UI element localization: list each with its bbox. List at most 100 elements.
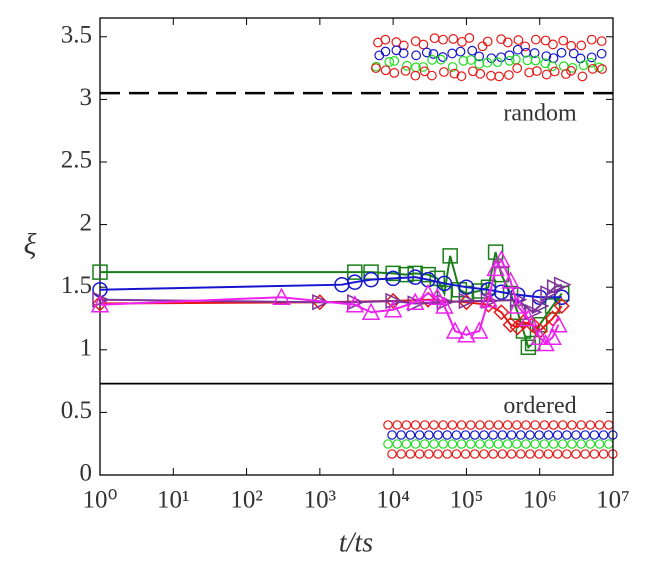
illustration-dot: [427, 54, 438, 65]
illustration-dot: [493, 439, 504, 449]
marker: [501, 271, 520, 289]
marker: [347, 274, 363, 290]
marker: [520, 339, 537, 356]
illustration-dot: [571, 449, 581, 459]
illustration-dot: [447, 420, 458, 430]
y-tick-label: 3: [80, 84, 93, 111]
illustration-dot: [502, 420, 513, 430]
illustration-dot: [512, 63, 523, 74]
illustration-dot: [405, 430, 416, 440]
illustration-dot: [475, 420, 485, 430]
illustration-dot: [568, 48, 579, 59]
illustration-dot: [469, 449, 480, 459]
marker: [90, 295, 110, 313]
reference-label: random: [503, 101, 577, 127]
illustration-dot: [456, 420, 467, 430]
illustration-dot: [510, 54, 521, 65]
illustration-dot: [585, 57, 596, 68]
illustration-dot: [566, 65, 576, 76]
illustration-dot: [513, 35, 524, 45]
marker: [385, 270, 401, 287]
marker: [442, 248, 458, 264]
x-tick-label: 10⁷: [596, 487, 630, 514]
illustration-dot: [384, 56, 395, 67]
illustration-dot: [469, 430, 480, 440]
illustration-dot: [429, 420, 439, 430]
illustration-dot: [465, 439, 476, 449]
illustration-dot: [398, 48, 409, 59]
illustration-dot: [512, 44, 523, 55]
illustration-dot: [419, 420, 430, 430]
illustration-dot: [405, 449, 416, 459]
illustration-dot: [423, 449, 434, 459]
illustration-dot: [530, 439, 540, 449]
illustration-dot: [414, 430, 425, 440]
marker: [549, 315, 568, 333]
illustration-dot: [451, 430, 462, 440]
illustration-dot: [589, 430, 600, 440]
y-tick-label: 3.5: [61, 22, 92, 49]
illustration-dot: [419, 66, 430, 77]
illustration-dot: [541, 69, 552, 80]
illustration-dot: [423, 430, 434, 440]
illustration-dot: [442, 449, 452, 459]
illustration-dot: [530, 420, 540, 430]
illustration-dot: [576, 40, 587, 51]
y-tick-label: 1: [80, 335, 93, 362]
illustration-dot: [474, 51, 485, 62]
illustration-dot: [374, 50, 385, 61]
illustration-dot: [392, 439, 402, 449]
illustration-dot: [539, 439, 550, 449]
series-line: [99, 257, 560, 345]
illustration-dot: [567, 439, 577, 449]
illustration-dot: [436, 54, 446, 65]
marker: [493, 284, 510, 300]
illustration-dot: [603, 439, 614, 449]
illustration-dot: [402, 60, 412, 71]
x-tick-label: 10⁴: [376, 487, 410, 514]
illustration-dot: [521, 420, 531, 430]
illustration-dot: [540, 35, 551, 46]
marker: [544, 310, 561, 327]
illustration-dot: [465, 420, 476, 430]
illustration-dot: [451, 449, 462, 459]
marker: [554, 276, 572, 293]
illustration-dot: [571, 430, 581, 440]
illustration-dot: [387, 430, 397, 440]
illustration-dot: [515, 449, 526, 459]
marker: [445, 321, 465, 339]
marker: [486, 258, 505, 277]
illustration-dot: [418, 62, 429, 72]
illustration-dot: [530, 34, 541, 45]
illustration-dot: [380, 34, 391, 45]
illustration-dot: [433, 449, 443, 459]
illustration-dot: [589, 449, 600, 459]
marker: [553, 297, 570, 315]
marker: [509, 304, 526, 320]
illustration-dot: [389, 55, 400, 66]
illustration-dot: [539, 420, 550, 430]
illustration-dot: [456, 71, 467, 82]
illustration-dot: [603, 420, 614, 430]
illustration-dot: [552, 430, 563, 440]
x-tick-label: 10²: [230, 487, 263, 514]
illustration-dot: [502, 439, 513, 449]
illustration-dot: [477, 41, 488, 52]
illustration-dot: [428, 49, 439, 59]
illustration-dot: [475, 439, 485, 449]
illustration-dot: [482, 57, 493, 68]
marker: [428, 287, 447, 305]
illustration-dot: [438, 34, 448, 45]
illustration-dot: [548, 420, 559, 430]
illustration-dot: [429, 439, 439, 449]
illustration-dot: [401, 420, 412, 430]
illustration-dot: [387, 449, 397, 459]
marker: [405, 292, 425, 310]
illustration-dot: [442, 430, 452, 440]
illustration-dot: [410, 439, 421, 449]
illustration-dot: [380, 46, 391, 57]
illustration-dot: [511, 439, 522, 449]
illustration-dot: [447, 48, 458, 59]
marker: [509, 291, 528, 308]
illustration-dot: [488, 430, 498, 440]
